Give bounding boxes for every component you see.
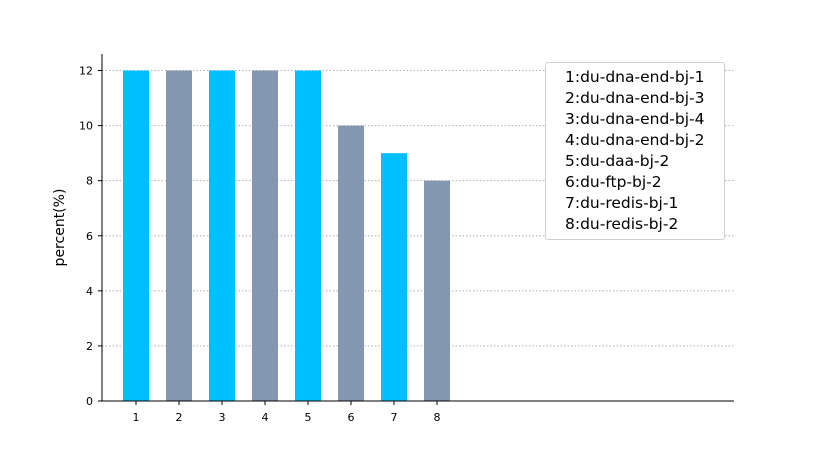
y-tick-label: 0 [86, 395, 93, 408]
bar [424, 180, 450, 401]
legend-item: 6:du-ftp-bj-2 [565, 173, 662, 191]
bar [295, 70, 321, 402]
x-tick-label: 5 [305, 411, 312, 424]
bar [123, 70, 149, 402]
y-tick-label: 6 [86, 230, 93, 243]
legend-item: 1:du-dna-end-bj-1 [565, 68, 705, 86]
legend-item: 4:du-dna-end-bj-2 [565, 131, 705, 149]
x-tick-label: 7 [391, 411, 398, 424]
x-tick-label: 3 [219, 411, 226, 424]
y-tick-label: 8 [86, 175, 93, 188]
bar [252, 70, 278, 402]
legend-item: 3:du-dna-end-bj-4 [565, 110, 705, 128]
x-tick-label: 1 [133, 411, 140, 424]
y-axis-label: percent(%) [52, 189, 68, 267]
bar [381, 153, 407, 401]
legend-item: 5:du-daa-bj-2 [565, 152, 670, 170]
axes [101, 54, 734, 402]
y-tick-label: 4 [86, 285, 93, 298]
legend: 1:du-dna-end-bj-1 2:du-dna-end-bj-3 3:du… [545, 62, 725, 240]
y-tick-label: 12 [79, 65, 93, 78]
x-tick-label: 2 [176, 411, 183, 424]
x-tick-label: 8 [434, 411, 441, 424]
legend-item: 7:du-redis-bj-1 [565, 194, 679, 212]
bar [209, 70, 235, 402]
x-tick-label: 6 [348, 411, 355, 424]
legend-item: 8:du-redis-bj-2 [565, 215, 679, 233]
bars [123, 70, 450, 402]
x-tick-label: 4 [262, 411, 269, 424]
bar [338, 125, 364, 401]
grid-lines [102, 70, 734, 347]
bar [166, 70, 192, 402]
y-tick-label: 2 [86, 340, 93, 353]
y-tick-labels: 0 2 4 6 8 10 12 [79, 65, 102, 408]
y-tick-label: 10 [79, 120, 93, 133]
legend-item: 2:du-dna-end-bj-3 [565, 89, 705, 107]
x-tick-labels: 1 2 3 4 5 6 7 8 [133, 401, 441, 424]
